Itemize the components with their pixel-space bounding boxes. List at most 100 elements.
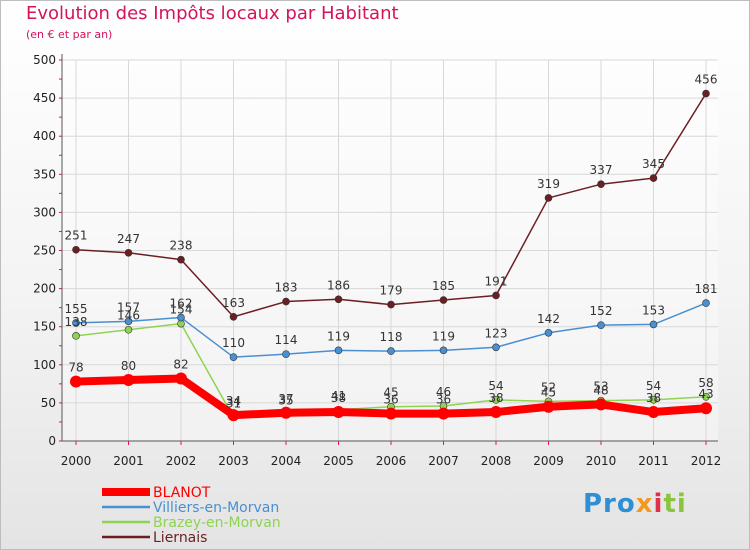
data-point-liernais: [439, 296, 448, 304]
grid-lines: [62, 59, 718, 442]
data-label-villiers-en-morvan: 114: [275, 333, 298, 347]
x-tick-label: 2009: [533, 454, 564, 468]
data-label-villiers-en-morvan: 118: [380, 330, 403, 344]
data-label-brazey-en-morvan: 146: [117, 309, 140, 323]
data-point-liernais: [177, 255, 185, 264]
data-point-villiers-en-morvan: [439, 346, 448, 355]
x-tick-label: 2008: [481, 454, 512, 468]
data-label-liernais: 185: [432, 279, 455, 293]
y-tick-label: 300: [33, 205, 56, 219]
series-lines: [70, 89, 712, 422]
chart-subtitle: (en € et par an): [26, 28, 113, 41]
data-point-liernais: [334, 295, 343, 304]
data-point-liernais: [124, 248, 133, 257]
data-point-liernais: [492, 291, 500, 300]
data-point-villiers-en-morvan: [492, 343, 500, 352]
chart-title: Evolution des Impôts locaux par Habitant: [26, 3, 399, 24]
data-point-blanot: [595, 398, 607, 411]
data-point-blanot: [70, 375, 82, 388]
data-point-villiers-en-morvan: [229, 353, 238, 361]
legend-label-villiers-en-morvan: Villiers-en-Morvan: [153, 500, 279, 516]
data-point-blanot: [227, 409, 240, 422]
data-label-liernais: 247: [117, 232, 140, 246]
data-point-brazey-en-morvan: [649, 396, 658, 404]
data-point-villiers-en-morvan: [597, 321, 605, 329]
data-label-blanot: 37: [278, 392, 293, 406]
y-tick-labels: 0 50 100 150 200 250 300 350 400 450 500: [33, 53, 56, 448]
data-label-brazey-en-morvan: 45: [383, 386, 398, 400]
data-label-liernais: 186: [327, 278, 350, 292]
x-tick-label: 2007: [428, 454, 459, 468]
data-label-blanot: 80: [121, 359, 136, 373]
data-point-villiers-en-morvan: [282, 350, 290, 358]
x-tick-labels: 2000 2001 2002 2003 2004 2005 2006 2007 2008 2009…: [61, 454, 722, 468]
data-label-brazey-en-morvan: 58: [698, 376, 713, 390]
data-label-blanot: 78: [68, 361, 83, 375]
data-point-villiers-en-morvan: [334, 346, 343, 355]
data-label-villiers-en-morvan: 155: [65, 302, 88, 316]
data-point-liernais: [229, 312, 238, 321]
data-label-liernais: 345: [642, 157, 665, 171]
x-tick-label: 2011: [638, 454, 669, 468]
data-label-blanot: 48: [593, 383, 608, 397]
y-tick-label: 200: [33, 282, 56, 296]
data-point-blanot: [385, 407, 397, 420]
axes: [59, 54, 718, 445]
data-point-blanot: [280, 406, 292, 419]
data-point-blanot: [542, 400, 555, 413]
data-label-villiers-en-morvan: 119: [432, 329, 455, 343]
data-label-brazey-en-morvan: 54: [646, 379, 661, 393]
data-point-blanot: [490, 406, 502, 419]
data-point-villiers-en-morvan: [544, 328, 553, 337]
data-labels: 251 247 238 163 183 186 179 185 191 319 337 345 456 1…: [65, 73, 718, 411]
data-label-brazey-en-morvan: 52: [541, 380, 556, 394]
legend-label-blanot: BLANOT: [153, 485, 211, 501]
legend-label-brazey-en-morvan: Brazey-en-Morvan: [153, 515, 281, 531]
data-point-villiers-en-morvan: [649, 320, 658, 329]
data-label-liernais: 319: [537, 177, 560, 191]
proxiti-logo: Proxiti: [583, 489, 687, 519]
data-point-liernais: [544, 194, 553, 202]
data-point-brazey-en-morvan: [492, 396, 500, 404]
x-tick-label: 2005: [323, 454, 354, 468]
data-point-blanot: [647, 406, 660, 419]
legend: BLANOTVilliers-en-MorvanBrazey-en-Morvan…: [102, 485, 281, 546]
data-label-liernais: 183: [275, 281, 298, 295]
data-label-liernais: 191: [485, 274, 508, 288]
data-label-liernais: 337: [590, 163, 613, 177]
data-label-brazey-en-morvan: 46: [436, 385, 451, 399]
data-label-villiers-en-morvan: 153: [642, 303, 665, 317]
data-label-brazey-en-morvan: 35: [278, 393, 293, 407]
data-label-villiers-en-morvan: 181: [695, 282, 718, 296]
data-point-villiers-en-morvan: [124, 317, 133, 326]
data-point-blanot: [700, 402, 712, 415]
data-point-blanot: [332, 406, 345, 419]
x-tick-label: 2000: [61, 454, 92, 468]
y-tick-label: 250: [33, 244, 56, 258]
data-label-liernais: 456: [695, 73, 718, 87]
data-label-blanot: 34: [226, 394, 241, 408]
data-label-villiers-en-morvan: 152: [590, 304, 613, 318]
y-tick-label: 150: [33, 320, 56, 334]
data-point-villiers-en-morvan: [702, 299, 710, 307]
y-tick-label: 500: [33, 53, 56, 67]
x-tick-label: 2012: [691, 454, 722, 468]
data-point-blanot: [122, 374, 135, 387]
x-tick-label: 2002: [166, 454, 197, 468]
data-label-brazey-en-morvan: 53: [593, 380, 608, 394]
data-label-brazey-en-morvan: 138: [65, 315, 88, 329]
y-tick-label: 400: [33, 129, 56, 143]
data-point-blanot: [175, 372, 187, 385]
data-point-brazey-en-morvan: [702, 393, 710, 401]
data-label-liernais: 238: [170, 239, 193, 253]
x-tick-label: 2001: [113, 454, 144, 468]
y-tick-label: 0: [48, 434, 56, 448]
data-label-villiers-en-morvan: 110: [222, 336, 245, 350]
data-point-liernais: [649, 174, 658, 182]
data-point-blanot: [437, 407, 450, 420]
data-point-brazey-en-morvan: [124, 325, 133, 334]
data-label-brazey-en-morvan: 154: [170, 303, 193, 317]
x-tick-label: 2006: [376, 454, 407, 468]
